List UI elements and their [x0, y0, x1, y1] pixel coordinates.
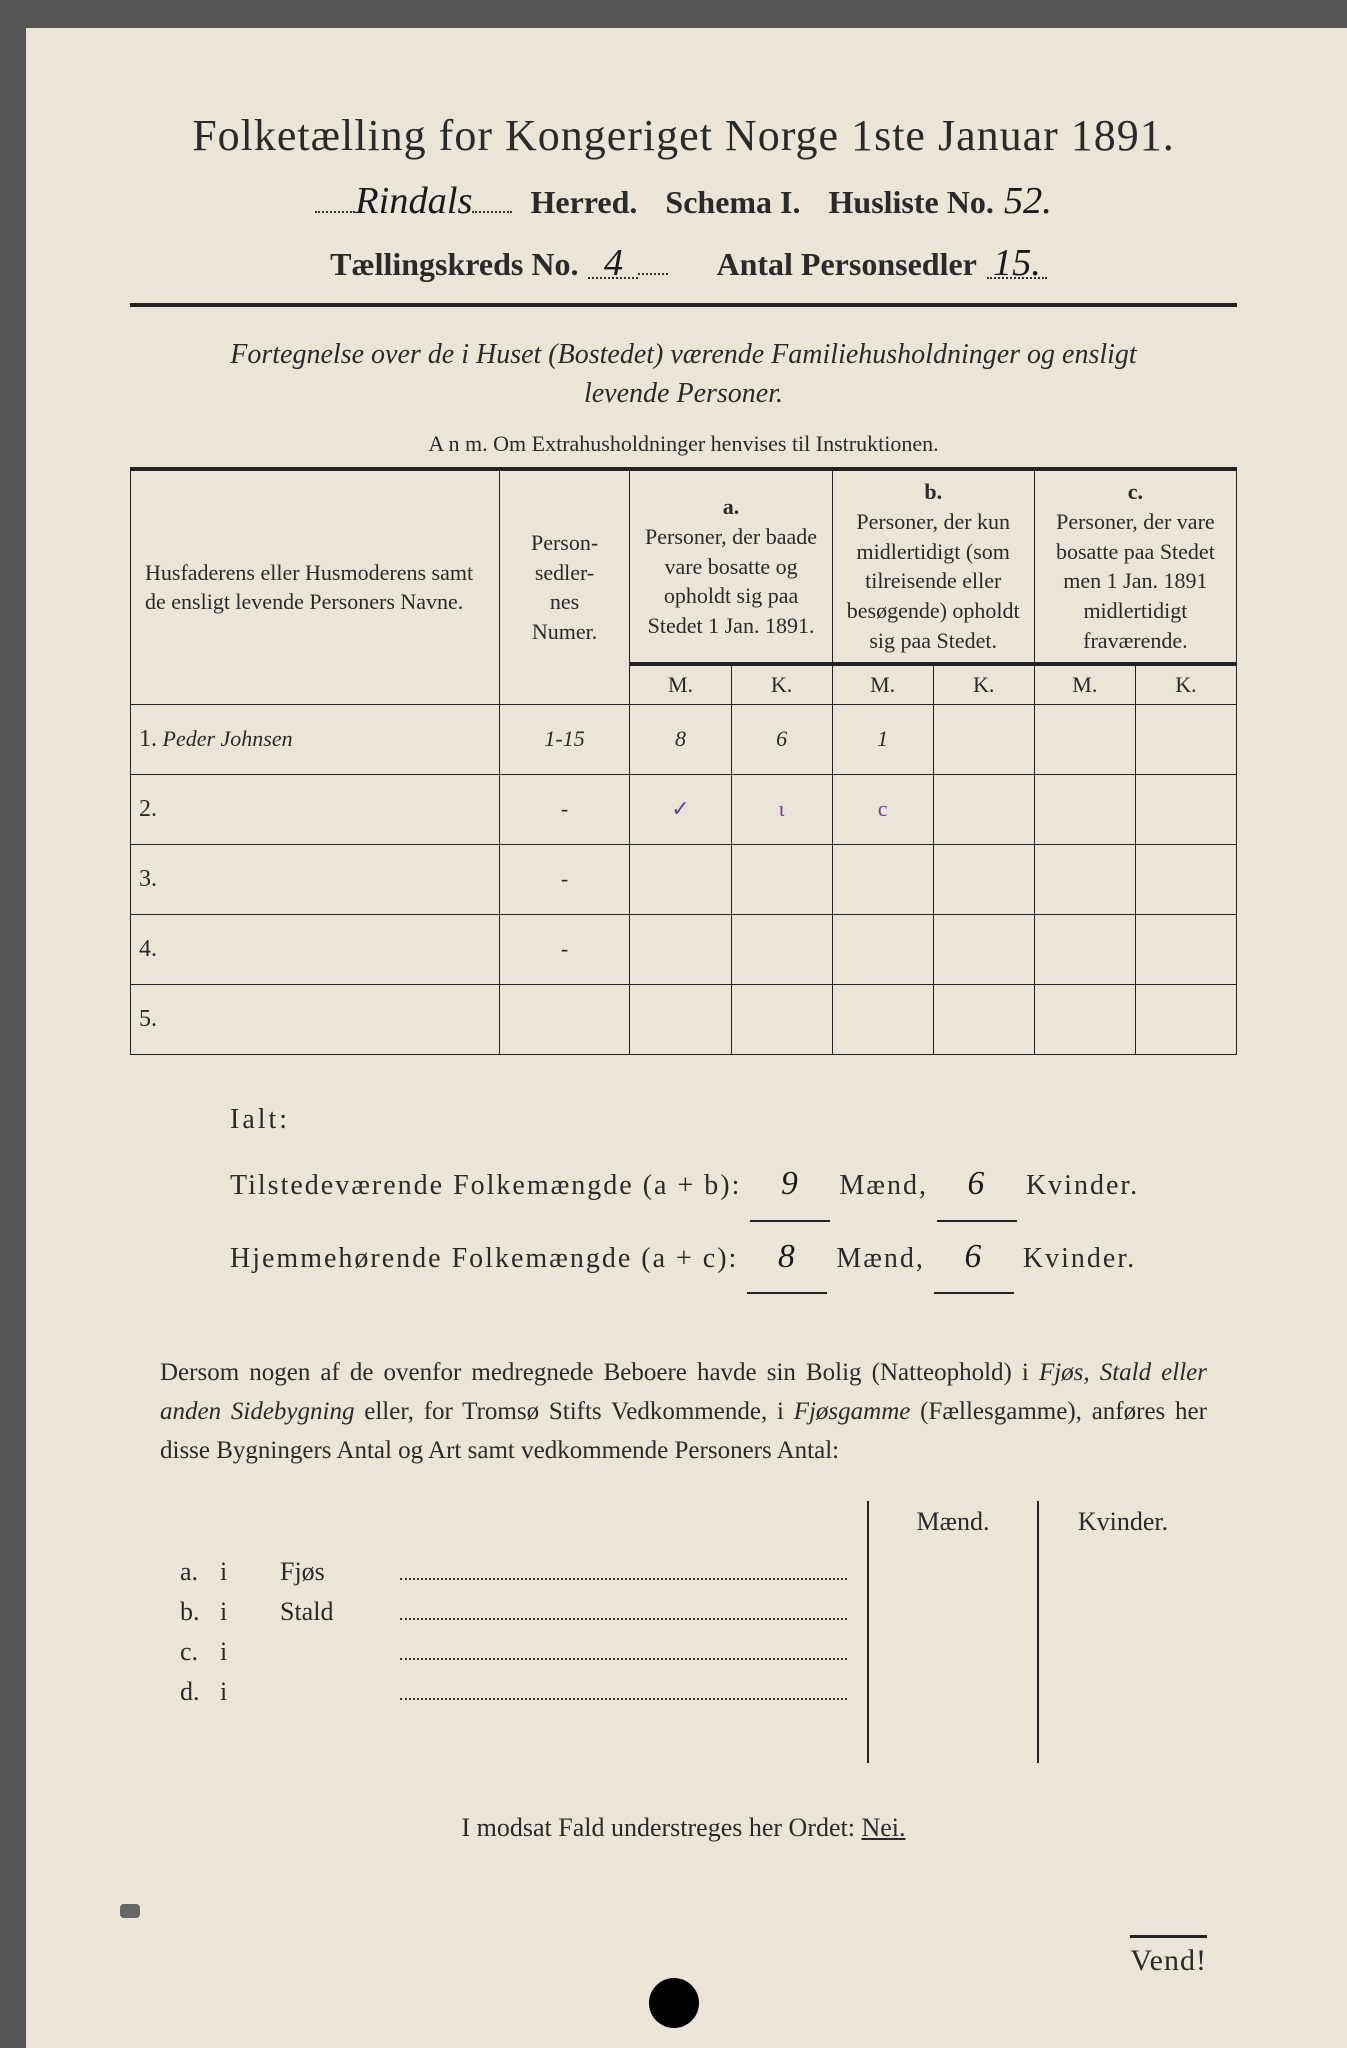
cell-a-k: [731, 844, 832, 914]
cell-c-m: [1034, 984, 1135, 1054]
cell-c-m: [1034, 704, 1135, 774]
cell-num: -: [499, 774, 630, 844]
hjemme-k: 6: [934, 1222, 1014, 1295]
herred-handwritten: Rindals: [355, 179, 472, 223]
scan-edge-top: [0, 0, 1347, 28]
col-c-m: M.: [1034, 664, 1135, 705]
cell-num: -: [499, 844, 630, 914]
col-b: b. Personer, der kun midlertidigt (som t…: [832, 469, 1034, 663]
table-row: 3. -: [131, 844, 1237, 914]
cell-a-m: [630, 844, 731, 914]
col-a-k: K.: [731, 664, 832, 705]
bottom-row: b.iStald: [160, 1597, 867, 1627]
header-line-3: Tællingskreds No. 4 Antal Personsedler 15.: [130, 241, 1237, 283]
tilstede-line: Tilstedeværende Folkemængde (a + b): 9 M…: [230, 1149, 1237, 1222]
husliste-no-handwritten: 52.: [1004, 179, 1052, 223]
cell-num: 1-15: [499, 704, 630, 774]
bottom-col-m: [867, 1543, 1037, 1763]
cell-c-k: [1135, 844, 1236, 914]
main-table: Husfaderens eller Husmoderens samt de en…: [130, 467, 1237, 1054]
header-line-2: Rindals Herred. Schema I. Husliste No. 52…: [130, 179, 1237, 223]
col-b-k: K.: [933, 664, 1034, 705]
census-form-page: Folketælling for Kongeriget Norge 1ste J…: [0, 0, 1347, 2048]
col-b-m: M.: [832, 664, 933, 705]
bottom-row: d.i: [160, 1677, 867, 1707]
cell-b-m: c: [832, 774, 933, 844]
hjemme-line: Hjemmehørende Folkemængde (a + c): 8 Mæn…: [230, 1222, 1237, 1295]
cell-b-k: [933, 704, 1034, 774]
nei-word: Nei.: [861, 1813, 905, 1842]
cell-a-m: [630, 984, 731, 1054]
cell-a-m: ✓: [630, 774, 731, 844]
antal-handwritten: 15.: [987, 241, 1047, 279]
cell-a-k: [731, 914, 832, 984]
bottom-col-k: [1037, 1543, 1207, 1763]
cell-name: 3.: [131, 844, 500, 914]
cell-b-m: [832, 844, 933, 914]
cell-a-k: ɩ: [731, 774, 832, 844]
dersom-paragraph: Dersom nogen af de ovenfor medregnede Be…: [160, 1354, 1207, 1470]
bottom-kvinder: Kvinder.: [1037, 1501, 1207, 1543]
tilstede-m: 9: [750, 1149, 830, 1222]
punch-hole: [120, 1904, 140, 1918]
cell-c-k: [1135, 774, 1236, 844]
cell-a-m: 8: [630, 704, 731, 774]
col-c-k: K.: [1135, 664, 1236, 705]
cell-b-m: [832, 914, 933, 984]
cell-num: -: [499, 914, 630, 984]
cell-b-m: 1: [832, 704, 933, 774]
nei-line: I modsat Fald understreges her Ordet: Ne…: [130, 1813, 1237, 1843]
cell-num: [499, 984, 630, 1054]
cell-b-k: [933, 984, 1034, 1054]
cell-c-k: [1135, 914, 1236, 984]
cell-name: 1. Peder Johnsen: [131, 704, 500, 774]
bottom-maend: Mænd.: [867, 1501, 1037, 1543]
cell-a-m: [630, 914, 731, 984]
table-row: 4. -: [131, 914, 1237, 984]
cell-c-k: [1135, 704, 1236, 774]
cell-b-k: [933, 774, 1034, 844]
page-title: Folketælling for Kongeriget Norge 1ste J…: [130, 110, 1237, 161]
cell-c-m: [1034, 914, 1135, 984]
col-numer: Person- sedler- nes Numer.: [499, 469, 630, 704]
tilstede-k: 6: [937, 1149, 1017, 1222]
bottom-row: c.i: [160, 1637, 867, 1667]
col-a-m: M.: [630, 664, 731, 705]
cell-b-k: [933, 914, 1034, 984]
cell-a-k: [731, 984, 832, 1054]
herred-label: Herred.: [530, 184, 637, 220]
bottom-row: a.iFjøs: [160, 1557, 867, 1587]
kreds-label: Tællingskreds No.: [330, 246, 578, 282]
kreds-no-handwritten: 4: [588, 241, 638, 279]
cell-c-m: [1034, 774, 1135, 844]
anm-note: A n m. Om Extrahusholdninger henvises ti…: [130, 431, 1237, 457]
bottom-header: Mænd. Kvinder.: [867, 1501, 1207, 1543]
ink-blot: [649, 1978, 699, 2028]
col-c: c. Personer, der vare bosatte paa Stedet…: [1034, 469, 1236, 663]
table-row: 1. Peder Johnsen1-15861: [131, 704, 1237, 774]
cell-a-k: 6: [731, 704, 832, 774]
cell-name: 4.: [131, 914, 500, 984]
bottom-section: a.iFjøs b.iStald c.i d.i Mænd. Kvinder.: [160, 1501, 1207, 1763]
col-a: a. Personer, der baade vare bosatte og o…: [630, 469, 832, 663]
cell-c-k: [1135, 984, 1236, 1054]
subtitle: Fortegnelse over de i Huset (Bostedet) v…: [190, 335, 1177, 413]
col-names: Husfaderens eller Husmoderens samt de en…: [131, 469, 500, 704]
vend-label: Vend!: [1130, 1935, 1207, 1978]
hjemme-m: 8: [747, 1222, 827, 1295]
divider: [130, 303, 1237, 307]
ialt-block: Ialt: Tilstedeværende Folkemængde (a + b…: [230, 1091, 1237, 1295]
cell-b-k: [933, 844, 1034, 914]
table-row: 2. -✓ɩc: [131, 774, 1237, 844]
cell-c-m: [1034, 844, 1135, 914]
cell-name: 2.: [131, 774, 500, 844]
cell-b-m: [832, 984, 933, 1054]
schema-label: Schema I.: [665, 184, 800, 220]
scan-edge-left: [0, 0, 26, 2048]
table-row: 5.: [131, 984, 1237, 1054]
husliste-label: Husliste No.: [829, 184, 994, 220]
ialt-label: Ialt:: [230, 1091, 1237, 1150]
antal-label: Antal Personsedler: [716, 246, 976, 282]
cell-name: 5.: [131, 984, 500, 1054]
